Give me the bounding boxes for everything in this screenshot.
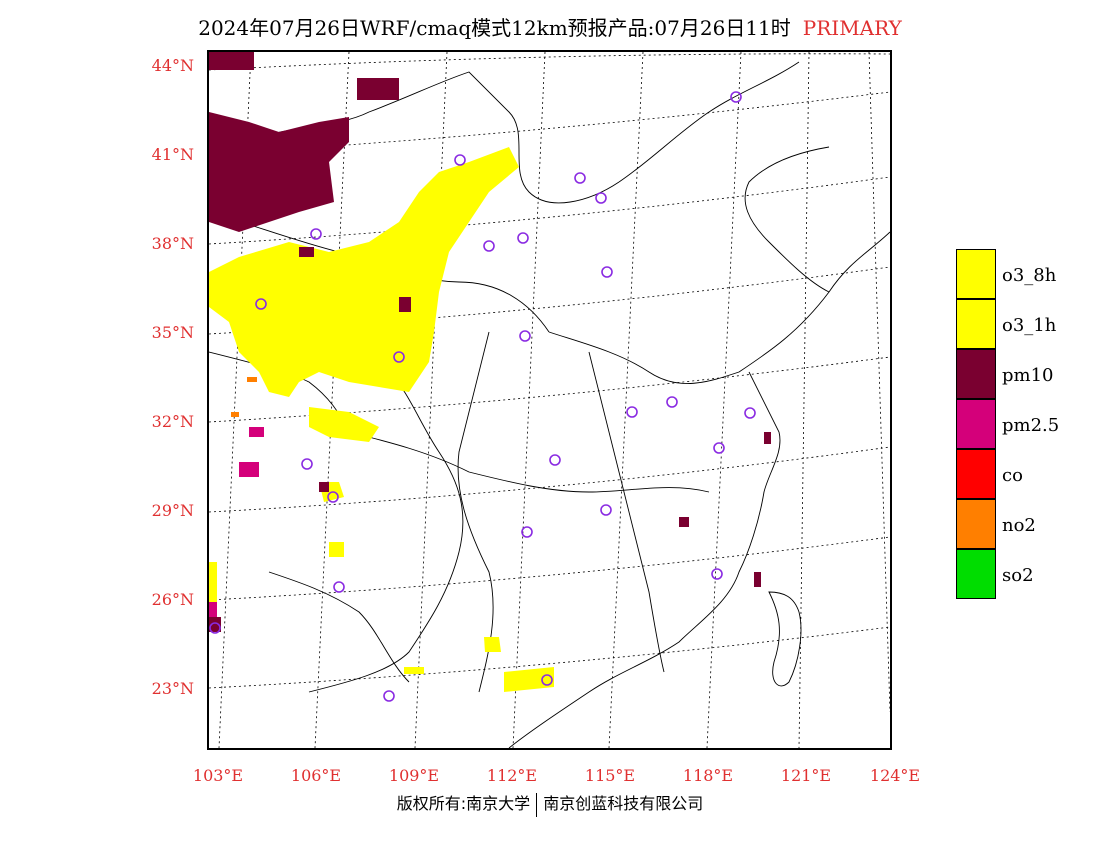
purple-circle-icon [255,298,267,310]
legend-label: co [1002,465,1023,486]
purple-circle-icon [333,581,345,593]
lon-label-121: 121°E [780,766,832,785]
lat-label-26: 26°N [151,590,194,609]
purple-circle-icon [601,266,613,278]
purple-circle-icon [666,396,678,408]
graticule [208,51,891,749]
purple-circle-icon [483,240,495,252]
purple-circle-icon [517,232,529,244]
legend-label: pm10 [1002,365,1054,386]
purple-circle-icon [744,407,756,419]
lon-label-115: 115°E [584,766,636,785]
purple-circle-icon [730,91,742,103]
legend-swatch [956,399,996,449]
purple-circle-icon [713,442,725,454]
purple-circle-icon [383,690,395,702]
title-main: 2024年07月26日WRF/cmaq模式12km预报产品:07月26日11时 [198,16,791,40]
footer-separator [536,792,538,817]
legend-label: o3_8h [1002,265,1057,286]
lat-label-35: 35°N [151,323,194,342]
purple-circle-icon [310,228,322,240]
lat-label-32: 32°N [151,412,194,431]
chart-title: 2024年07月26日WRF/cmaq模式12km预报产品:07月26日11时 P… [0,12,1100,41]
legend-swatch [956,249,996,299]
purple-circle-icon [595,192,607,204]
footer-right: 南京创蓝科技有限公司 [543,794,704,813]
lon-label-112: 112°E [486,766,538,785]
legend-swatch [956,499,996,549]
purple-circle-icon [301,458,313,470]
purple-circle-icon [574,172,586,184]
lat-label-41: 41°N [151,145,194,164]
legend-label: o3_1h [1002,315,1057,336]
map-panel[interactable] [207,50,892,750]
purple-circle-icon [541,674,553,686]
purple-circle-icon [626,406,638,418]
legend-swatch [956,349,996,399]
purple-circle-icon [327,491,339,503]
purple-circle-icon [393,351,405,363]
lon-label-109: 109°E [388,766,440,785]
lat-label-29: 29°N [151,501,194,520]
legend-label: pm2.5 [1002,415,1060,436]
footer-left: 版权所有:南京大学 [396,794,531,813]
legend-label: so2 [1002,565,1034,586]
copyright-footer: 版权所有:南京大学 南京创蓝科技有限公司 [0,790,1100,817]
purple-circle-icon [549,454,561,466]
lon-label-118: 118°E [682,766,734,785]
lat-label-44: 44°N [151,56,194,75]
purple-circle-icon [711,568,723,580]
title-tag: PRIMARY [802,16,902,40]
lat-label-23: 23°N [151,679,194,698]
pollution-layer [209,52,771,692]
map-canvas [208,51,891,749]
purple-circle-icon [600,504,612,516]
purple-circle-icon [519,330,531,342]
lon-label-103: 103°E [192,766,244,785]
legend-swatch [956,549,996,599]
lon-label-106: 106°E [290,766,342,785]
legend-label: no2 [1002,515,1036,536]
legend-swatch [956,299,996,349]
station-markers [209,91,756,702]
lat-label-38: 38°N [151,234,194,253]
purple-circle-icon [454,154,466,166]
legend-swatch [956,449,996,499]
purple-circle-icon [521,526,533,538]
purple-circle-icon [209,622,221,634]
lon-label-124: 124°E [869,766,921,785]
